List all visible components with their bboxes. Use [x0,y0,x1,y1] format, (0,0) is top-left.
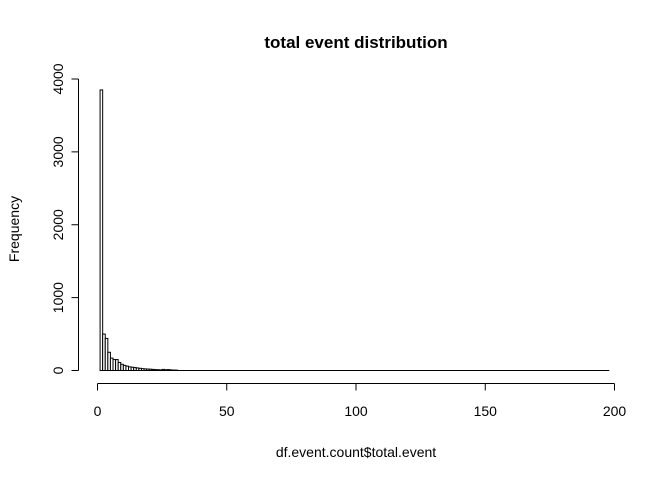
x-axis: 0 50 100 150 200 [94,384,627,420]
x-tick-label: 50 [219,403,235,419]
x-tick-label: 0 [94,403,102,419]
x-axis-label: df.event.count$total.event [276,444,436,460]
y-tick-label: 1000 [50,282,66,313]
x-tick-label: 150 [474,403,498,419]
y-tick-label: 2000 [50,209,66,240]
y-tick-label: 4000 [50,63,66,94]
y-axis: 0 1000 2000 3000 4000 [50,63,79,374]
x-tick-label: 200 [603,403,627,419]
x-tick-label: 100 [344,403,368,419]
y-tick-label: 0 [50,366,66,374]
y-tick-label: 3000 [50,136,66,167]
chart-title: total event distribution [264,33,447,52]
histogram-bars [100,90,609,371]
y-axis-label: Frequency [6,196,22,262]
histogram-bar [100,90,103,371]
